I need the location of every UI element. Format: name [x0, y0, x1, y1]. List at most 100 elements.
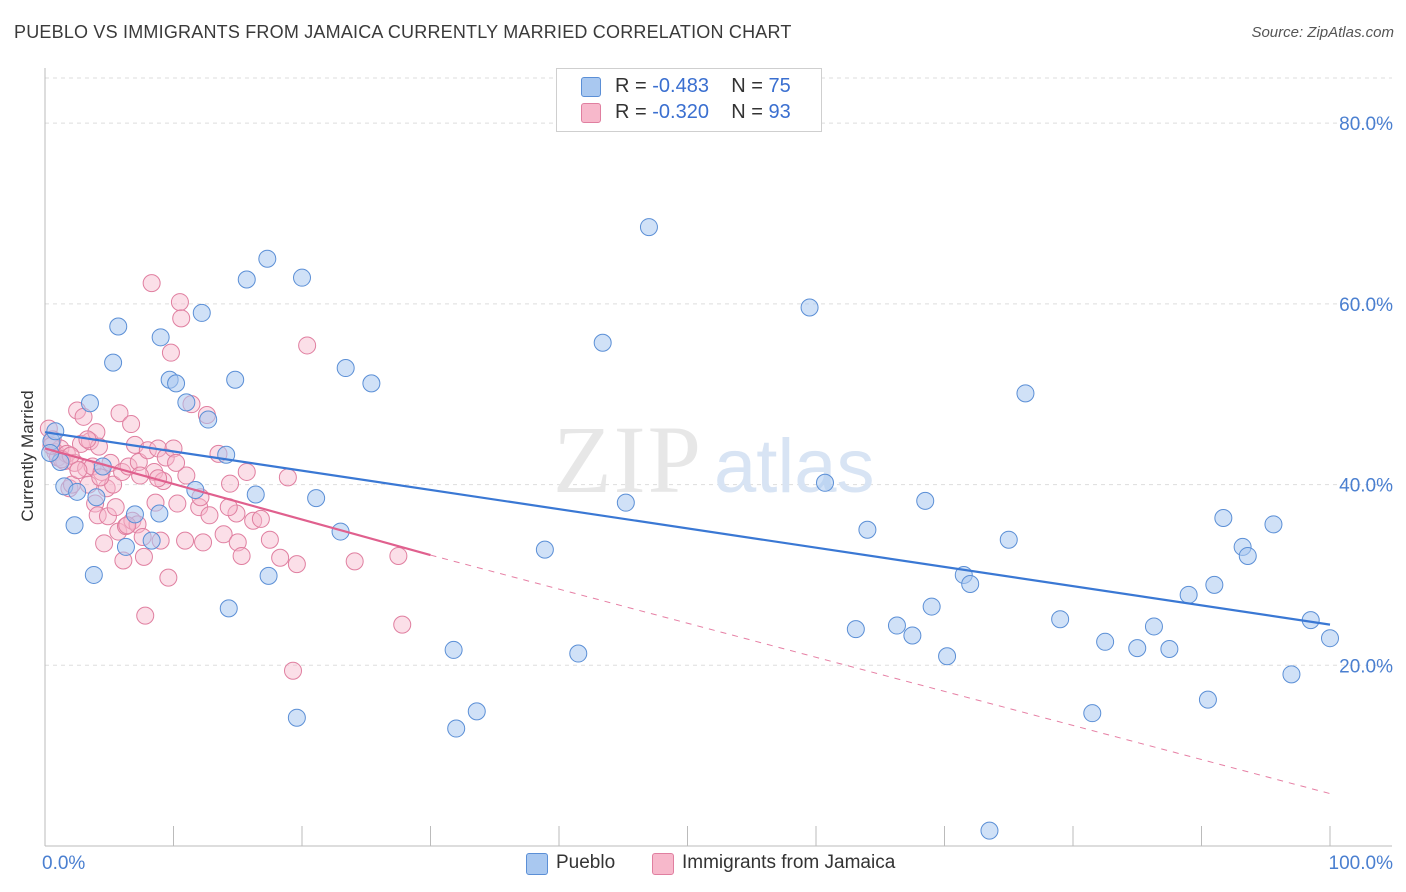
pueblo-point — [916, 491, 935, 510]
y-tick-label: 80.0% — [1339, 114, 1393, 135]
jamaica-point — [98, 507, 117, 526]
pueblo-point — [1144, 617, 1163, 636]
legend-swatch-pueblo — [526, 853, 548, 875]
jamaica-point — [177, 466, 196, 485]
pueblo-point — [1016, 384, 1035, 403]
jamaica-point — [345, 552, 364, 571]
pueblo-point — [104, 353, 123, 372]
pueblo-point — [1179, 585, 1198, 604]
trend-lines — [44, 431, 1331, 795]
y-tick-label: 20.0% — [1339, 656, 1393, 677]
pueblo-point — [125, 505, 144, 524]
pueblo-point — [336, 359, 355, 378]
jamaica-point — [172, 309, 191, 328]
jamaica-point — [95, 534, 114, 553]
pueblo-point — [116, 537, 135, 556]
jamaica-point — [156, 448, 175, 467]
pueblo-point — [1083, 704, 1102, 723]
pueblo-point — [109, 317, 128, 336]
legend-n-label: N = — [731, 75, 763, 97]
jamaica-point — [89, 437, 108, 456]
jamaica-point — [167, 453, 186, 472]
pueblo-trend-line — [44, 431, 1331, 626]
pueblo-point — [447, 719, 466, 738]
jamaica-point — [389, 546, 408, 565]
jamaica-point — [122, 415, 141, 434]
pueblo-point — [846, 620, 865, 639]
pueblo-point — [815, 473, 834, 492]
pueblo-point — [259, 566, 278, 585]
y-tick-label: 40.0% — [1339, 476, 1393, 497]
watermark-atlas: atlas — [714, 424, 875, 509]
pueblo-point — [41, 443, 60, 462]
jamaica-point — [393, 615, 412, 634]
jamaica-point — [221, 474, 240, 493]
pueblo-point — [467, 702, 486, 721]
jamaica-point — [88, 506, 107, 525]
pueblo-point — [258, 249, 277, 268]
pueblo-point — [219, 599, 238, 618]
pueblo-point — [535, 540, 554, 559]
jamaica-point — [232, 546, 251, 565]
x-tick-label: 0.0% — [42, 853, 85, 874]
jamaica-point — [194, 533, 213, 552]
pueblo-point — [84, 565, 103, 584]
jamaica-point — [227, 504, 246, 523]
jamaica-point — [142, 274, 161, 293]
pueblo-point — [46, 422, 65, 441]
pueblo-point — [961, 574, 980, 593]
pueblo-point — [887, 616, 906, 635]
pueblo-point — [226, 370, 245, 389]
pueblo-point — [151, 328, 170, 347]
grid-lines — [45, 77, 1392, 666]
legend-r-value-pueblo: -0.483 — [652, 75, 709, 97]
pueblo-point — [177, 393, 196, 412]
jamaica-trend-line — [44, 447, 431, 557]
y-axis-label: Currently Married — [18, 390, 37, 521]
pueblo-point — [444, 640, 463, 659]
jamaica-point — [214, 525, 233, 544]
jamaica-point — [176, 531, 195, 550]
jamaica-point — [159, 568, 178, 587]
pueblo-point — [1214, 509, 1233, 528]
pueblo-point — [237, 270, 256, 289]
legend-r-label: R = — [615, 101, 647, 123]
pueblo-point — [800, 298, 819, 317]
pueblo-point — [199, 410, 218, 429]
pueblo-point — [1264, 515, 1283, 534]
pueblo-point — [246, 485, 265, 504]
jamaica-point — [168, 494, 187, 513]
pueblo-point — [922, 597, 941, 616]
jamaica-point — [287, 555, 306, 574]
legend-swatch-jamaica — [581, 103, 601, 123]
pueblo-point — [616, 493, 635, 512]
jamaica-point — [271, 548, 290, 567]
legend-swatch-jamaica — [652, 853, 674, 875]
series-legend: Pueblo Immigrants from Jamaica — [0, 852, 1406, 878]
pueblo-point — [1282, 665, 1301, 684]
jamaica-point — [110, 404, 129, 423]
jamaica-point — [136, 606, 155, 625]
pueblo-point — [593, 333, 612, 352]
pueblo-point — [1128, 639, 1147, 658]
pueblo-point — [287, 708, 306, 727]
watermark: ZIP atlas — [553, 406, 875, 513]
correlation-legend: R = -0.483 N = 75 R = -0.320 N = 93 — [556, 68, 822, 132]
pueblo-point — [999, 530, 1018, 549]
legend-n-label: N = — [731, 101, 763, 123]
pueblo-point — [307, 489, 326, 508]
pueblo-point — [167, 374, 186, 393]
x-tick-label: 100.0% — [1329, 853, 1394, 874]
series-jamaica-points — [39, 274, 412, 680]
series-pueblo-points — [41, 218, 1339, 840]
pueblo-point — [1238, 546, 1257, 565]
pueblo-point — [903, 626, 922, 645]
jamaica-point — [298, 336, 317, 355]
y-tick-label: 60.0% — [1339, 295, 1393, 316]
pueblo-point — [1160, 640, 1179, 659]
jamaica-point — [251, 509, 270, 528]
pueblo-point — [938, 647, 957, 666]
jamaica-point — [278, 468, 297, 487]
jamaica-point — [161, 343, 180, 362]
